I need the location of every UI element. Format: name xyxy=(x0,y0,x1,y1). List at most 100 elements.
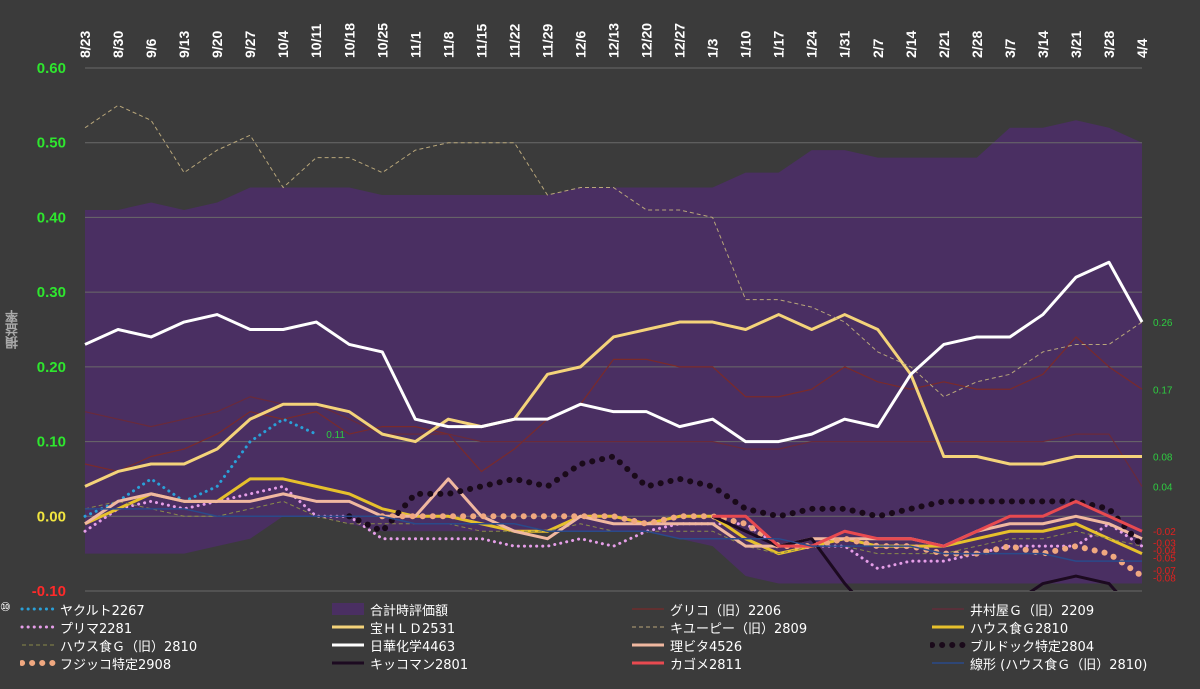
legend-label: ヤクルト2267 xyxy=(60,603,145,619)
legend-label: キッコマン2801 xyxy=(370,657,469,673)
legend-item: ヤクルト2267 xyxy=(20,599,145,619)
data-label: 0.08 xyxy=(1153,453,1173,464)
legend: ヤクルト2267 合計時評価額 グリコ（旧）2206 井村屋Ｇ（旧）2209 プリマ22… xyxy=(0,598,1200,689)
series-line-13 xyxy=(712,499,1143,548)
y-tick-label: 0.20 xyxy=(37,359,66,376)
x-tick-label: 10/18 xyxy=(341,23,357,58)
x-tick-label: 10/4 xyxy=(275,31,291,58)
series-line-5 xyxy=(84,104,1143,398)
area-total-value xyxy=(85,120,1142,584)
legend-label: 合計時評価額 xyxy=(370,603,449,619)
x-tick-label: 12/27 xyxy=(672,23,688,58)
legend-label: ハウス食Ｇ2810 xyxy=(970,621,1069,637)
x-tick-label: 3/21 xyxy=(1068,31,1084,58)
x-tick-label: 1/24 xyxy=(804,31,820,58)
x-tick-label: 12/6 xyxy=(572,31,588,58)
legend-item: 宝ＨＬＤ2531 xyxy=(330,617,455,637)
legend-item: 線形 (ハウス食Ｇ（旧）2810) xyxy=(930,653,1147,673)
legend-swatch xyxy=(20,660,56,666)
data-label: -0.02 xyxy=(1153,527,1176,538)
x-tick-label: 2/21 xyxy=(936,31,952,58)
legend-item: キユーピー（旧）2809 xyxy=(630,617,807,637)
x-tick-label: 9/20 xyxy=(209,31,225,58)
x-tick-label: 9/6 xyxy=(143,38,159,58)
data-label: -0.05 xyxy=(1153,553,1176,564)
legend-swatch xyxy=(332,643,364,647)
x-tick-label: 11/22 xyxy=(506,24,522,58)
data-label: -0.08 xyxy=(1153,574,1176,585)
legend-label: ハウス食Ｇ（旧）2810 xyxy=(60,639,198,655)
legend-item: ブルドック特定2804 xyxy=(930,635,1094,655)
series-line-11 xyxy=(379,513,1144,580)
series-line-14 xyxy=(85,508,1142,562)
legend-swatch xyxy=(930,642,966,648)
data-label: -0.03 xyxy=(1153,538,1176,549)
x-tick-label: 11/8 xyxy=(440,31,456,58)
legend-item: 合計時評価額 xyxy=(330,599,448,619)
legend-label: 日華化学4463 xyxy=(370,639,456,655)
x-tick-label: 1/3 xyxy=(705,38,721,58)
legend-swatch xyxy=(22,644,54,646)
legend-item: フジッコ特定2908 xyxy=(20,653,171,673)
legend-prefix: ⑩ xyxy=(0,600,11,614)
x-tick-label: 3/14 xyxy=(1035,31,1051,58)
legend-item: ハウス食Ｇ2810 xyxy=(930,617,1068,637)
legend-item: カゴメ2811 xyxy=(630,653,742,673)
legend-item: 井村屋Ｇ（旧）2209 xyxy=(930,599,1094,619)
legend-swatch xyxy=(632,661,664,665)
legend-label: グリコ（旧）2206 xyxy=(670,603,782,619)
legend-label: 宝ＨＬＤ2531 xyxy=(370,621,456,637)
x-tick-label: 11/29 xyxy=(539,24,555,58)
y-tick-label: 0.10 xyxy=(37,434,66,451)
y-tick-label: 0.50 xyxy=(37,135,66,152)
x-tick-label: 2/14 xyxy=(903,31,919,58)
legend-label: 理ビタ4526 xyxy=(670,639,743,655)
x-tick-label: 9/13 xyxy=(176,31,192,58)
series-line-8 xyxy=(84,260,1144,444)
y-tick-label: 0.00 xyxy=(37,508,66,525)
legend-item: プリマ2281 xyxy=(20,617,132,637)
x-tick-label: 3/28 xyxy=(1101,31,1117,58)
x-tick-label: 1/17 xyxy=(771,31,787,58)
x-tick-label: 1/10 xyxy=(738,31,754,58)
legend-swatch xyxy=(932,608,964,610)
series-line-2 xyxy=(83,417,318,518)
legend-swatch xyxy=(332,603,364,615)
data-label: -0.04 xyxy=(1153,546,1176,557)
y-tick-label: -0.10 xyxy=(32,583,66,600)
legend-label: プリマ2281 xyxy=(60,621,133,637)
legend-item: ハウス食Ｇ（旧）2810 xyxy=(20,635,197,655)
x-tick-label: 8/30 xyxy=(110,31,126,58)
x-tick-label: 10/11 xyxy=(308,24,324,58)
legend-label: キユーピー（旧）2809 xyxy=(670,621,808,637)
legend-swatch xyxy=(20,625,56,629)
data-label: 0.11 xyxy=(326,430,345,441)
x-tick-label: 11/15 xyxy=(473,24,489,58)
legend-label: 線形 (ハウス食Ｇ（旧）2810) xyxy=(970,657,1148,673)
x-tick-label: 11/1 xyxy=(407,31,423,58)
x-tick-label: 12/20 xyxy=(639,23,655,58)
legend-swatch xyxy=(632,626,664,628)
x-tick-label: 3/7 xyxy=(1002,38,1018,58)
data-label: -0.07 xyxy=(1153,566,1176,577)
data-label: 0.26 xyxy=(1153,318,1173,329)
legend-swatch xyxy=(20,607,56,611)
x-tick-label: 4/4 xyxy=(1134,38,1150,58)
y-tick-label: 0.30 xyxy=(37,284,66,301)
legend-label: ブルドック特定2804 xyxy=(970,639,1095,655)
legend-item: グリコ（旧）2206 xyxy=(630,599,781,619)
legend-swatch xyxy=(632,608,664,610)
series-line-1 xyxy=(84,396,1143,487)
legend-label: カゴメ2811 xyxy=(670,657,743,673)
y-tick-label: 0.40 xyxy=(37,209,66,226)
x-tick-label: 2/28 xyxy=(969,31,985,58)
legend-item: キッコマン2801 xyxy=(330,653,468,673)
data-label: 0.17 xyxy=(1153,385,1173,396)
x-tick-label: 9/27 xyxy=(242,31,258,58)
legend-swatch xyxy=(932,625,964,629)
legend-swatch xyxy=(332,661,364,665)
y-tick-label: 0.60 xyxy=(37,60,66,77)
x-tick-label: 12/13 xyxy=(606,23,622,58)
legend-label: フジッコ特定2908 xyxy=(60,657,172,673)
legend-item: 理ビタ4526 xyxy=(630,635,742,655)
